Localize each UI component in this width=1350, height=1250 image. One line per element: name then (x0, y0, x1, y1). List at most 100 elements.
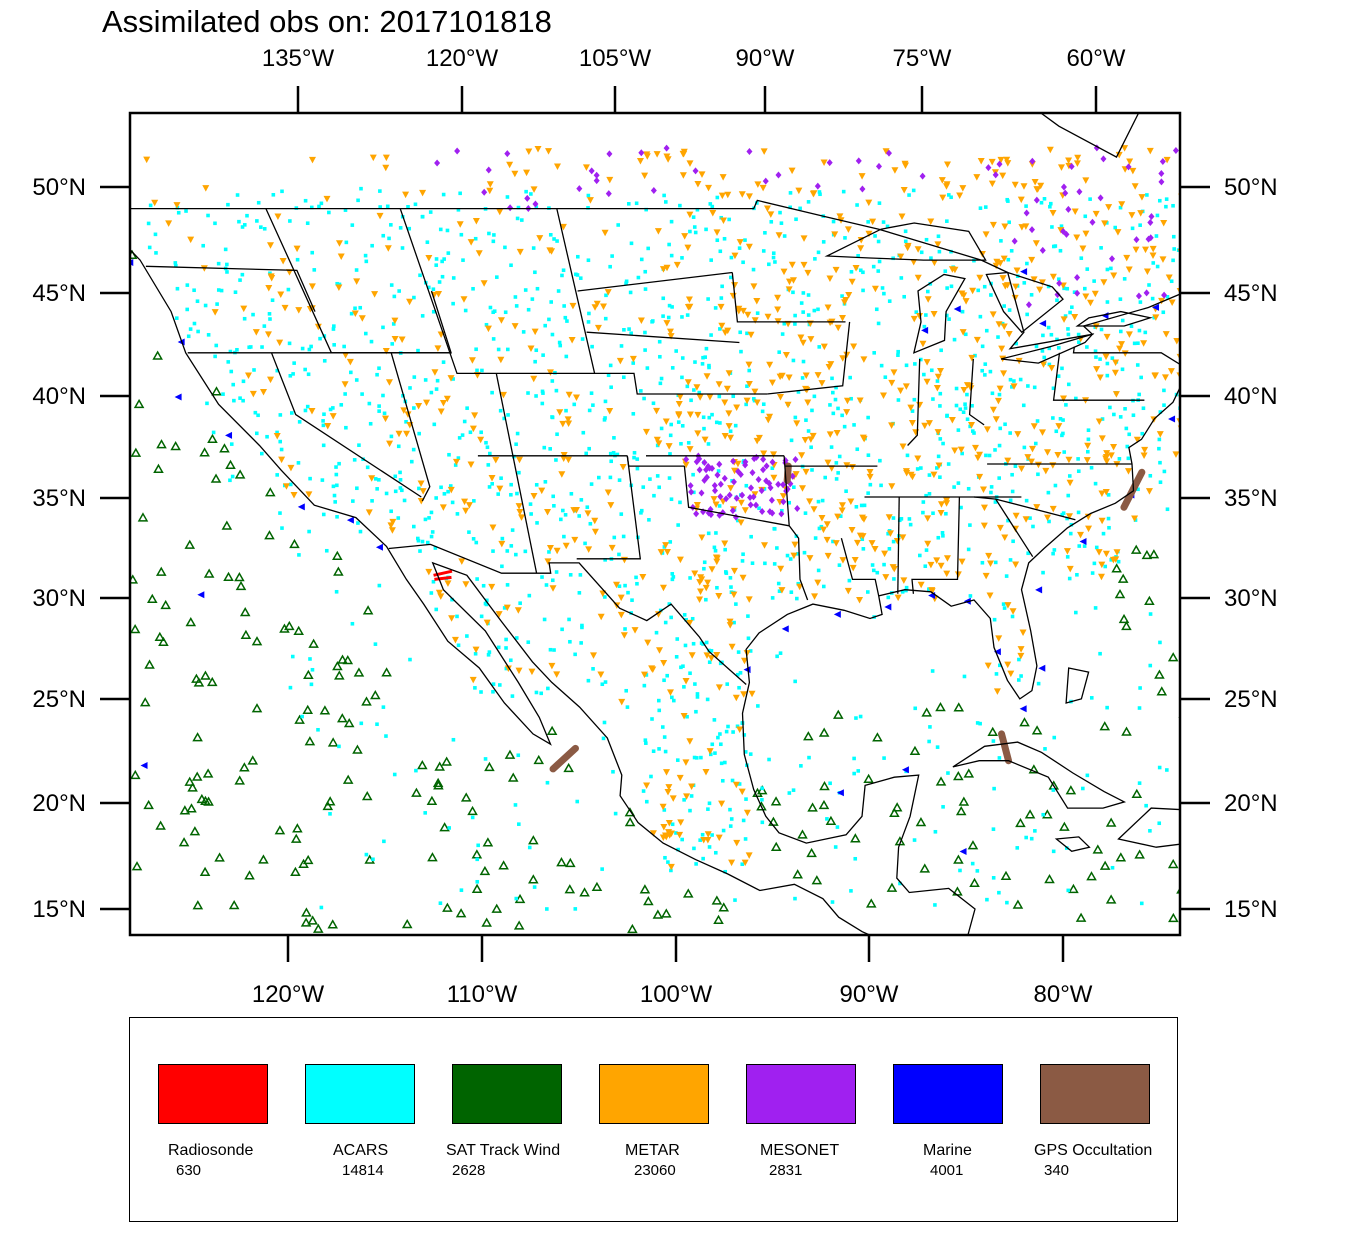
acars-marker (837, 563, 842, 567)
sat-track-wind-marker (953, 702, 965, 712)
metar-marker (1007, 670, 1015, 678)
metar-marker (700, 836, 708, 844)
metar-marker (858, 173, 866, 180)
sat-track-wind-marker (1258, 716, 1266, 723)
acars-marker (1051, 244, 1056, 249)
metar-marker (726, 618, 734, 626)
metar-marker (848, 464, 856, 471)
acars-marker (629, 331, 633, 336)
sat-track-wind-marker (1237, 731, 1245, 738)
acars-marker (1061, 418, 1065, 422)
mesonet-marker (1248, 222, 1254, 229)
acars-marker (356, 521, 360, 525)
acars-marker (1089, 696, 1094, 700)
metar-marker (281, 304, 289, 312)
metar-marker (914, 274, 922, 282)
acars-marker (737, 685, 741, 690)
metar-marker (1102, 353, 1110, 361)
acars-marker (429, 534, 434, 539)
metar-marker (927, 561, 935, 569)
acars-marker (1046, 284, 1051, 289)
metar-marker (264, 331, 272, 338)
acars-marker (834, 477, 839, 481)
acars-marker (1196, 718, 1200, 722)
acars-marker (473, 651, 478, 656)
acars-marker (475, 879, 480, 884)
acars-marker (506, 413, 510, 417)
metar-marker (525, 148, 533, 155)
acars-marker (474, 540, 479, 545)
mesonet-marker (1316, 183, 1322, 190)
acars-marker (1130, 226, 1135, 231)
sat-track-wind-marker (1330, 307, 1338, 314)
acars-marker (309, 205, 314, 210)
sat-track-wind-marker (432, 777, 444, 788)
acars-marker (280, 189, 284, 194)
mesonet-marker (775, 480, 782, 488)
acars-marker (427, 516, 431, 520)
acars-marker (432, 422, 437, 427)
metar-marker (1000, 370, 1008, 377)
acars-marker (757, 506, 761, 511)
acars-marker (871, 264, 876, 269)
metar-marker (1059, 282, 1067, 290)
acars-marker (1077, 544, 1082, 548)
acars-marker (771, 251, 776, 256)
acars-marker (550, 578, 555, 583)
acars-marker (998, 663, 1002, 668)
acars-marker (866, 220, 870, 224)
sat-track-wind-marker (84, 633, 92, 640)
acars-marker (303, 367, 307, 372)
acars-marker (467, 530, 471, 534)
acars-marker (1215, 752, 1219, 756)
acars-marker (1085, 267, 1090, 271)
metar-marker (994, 397, 1002, 405)
acars-marker (728, 429, 733, 434)
acars-marker (238, 396, 242, 400)
acars-marker (503, 310, 508, 315)
acars-marker (344, 425, 348, 430)
metar-marker (865, 199, 873, 207)
mesonet-marker (753, 501, 760, 509)
acars-marker (772, 526, 777, 531)
acars-marker (644, 799, 649, 804)
acars-marker (905, 453, 910, 458)
acars-marker (1183, 388, 1187, 392)
sat-track-wind-marker (1154, 669, 1165, 679)
metar-marker (1114, 229, 1122, 236)
acars-marker (547, 317, 551, 322)
metar-marker (468, 357, 476, 364)
metar-marker (838, 507, 846, 515)
acars-marker (701, 415, 706, 420)
acars-marker (491, 337, 496, 341)
acars-marker (1291, 261, 1295, 265)
acars-marker (608, 475, 613, 480)
acars-marker (524, 189, 528, 194)
metar-marker (802, 385, 810, 393)
acars-marker (420, 314, 425, 318)
acars-marker (1010, 614, 1015, 619)
metar-marker (960, 292, 968, 299)
metar-marker (1102, 454, 1110, 461)
acars-marker (761, 249, 766, 253)
acars-marker (1101, 531, 1106, 536)
acars-marker (1014, 341, 1019, 346)
mesonet-marker (707, 505, 714, 513)
acars-marker (622, 328, 626, 332)
mesonet-marker (703, 473, 710, 481)
acars-marker (92, 203, 96, 207)
acars-marker (632, 455, 636, 460)
acars-marker (450, 500, 455, 505)
acars-marker (704, 597, 708, 602)
metar-marker (1084, 442, 1092, 450)
acars-marker (896, 349, 900, 354)
acars-marker (523, 549, 528, 554)
acars-marker (455, 614, 459, 619)
sat-track-wind-marker (1231, 775, 1239, 782)
metar-marker (738, 191, 746, 198)
acars-marker (535, 521, 539, 525)
acars-marker (1137, 328, 1142, 333)
acars-marker (817, 345, 822, 349)
metar-marker (1129, 167, 1137, 175)
metar-marker (1113, 549, 1121, 556)
